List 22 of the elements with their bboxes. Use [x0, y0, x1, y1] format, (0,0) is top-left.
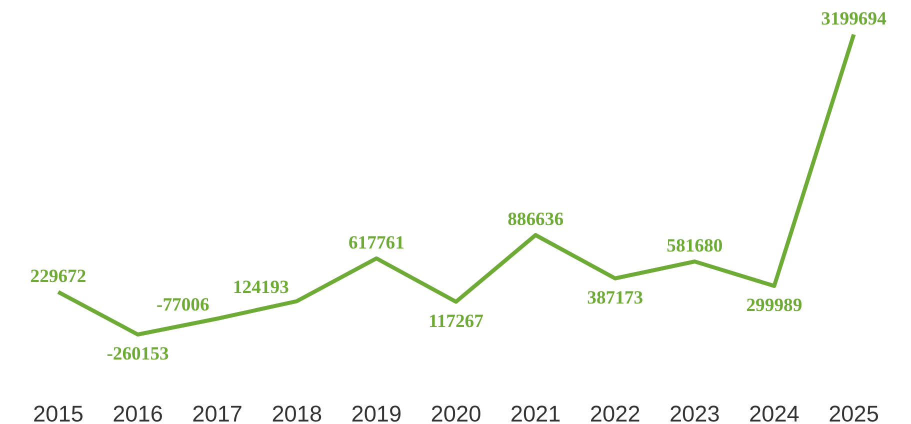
x-tick-label: 2016: [112, 400, 163, 424]
data-label: 299989: [746, 294, 802, 316]
data-label: -77006: [156, 294, 210, 316]
x-tick-label: 2023: [669, 400, 720, 424]
data-label: 581680: [666, 236, 723, 257]
x-tick-label: 2019: [351, 400, 402, 424]
data-label: 3199694: [821, 8, 886, 30]
data-label: 117267: [428, 310, 484, 332]
x-tick-label: 2015: [33, 400, 84, 424]
x-tick-label: 2018: [272, 400, 322, 424]
data-label: 886636: [508, 209, 564, 230]
x-tick-label: 2022: [590, 400, 640, 424]
x-tick-label: 2021: [510, 400, 561, 424]
data-label: -260153: [106, 344, 169, 364]
data-label: 387173: [587, 287, 644, 308]
data-label: 229672: [30, 266, 86, 288]
data-label: 124193: [232, 277, 289, 298]
data-label: 617761: [348, 232, 404, 254]
x-tick-label: 2024: [749, 400, 800, 424]
x-tick-label: 2025: [828, 400, 879, 424]
x-tick-label: 2020: [430, 400, 482, 424]
x-tick-label: 2017: [192, 400, 243, 424]
